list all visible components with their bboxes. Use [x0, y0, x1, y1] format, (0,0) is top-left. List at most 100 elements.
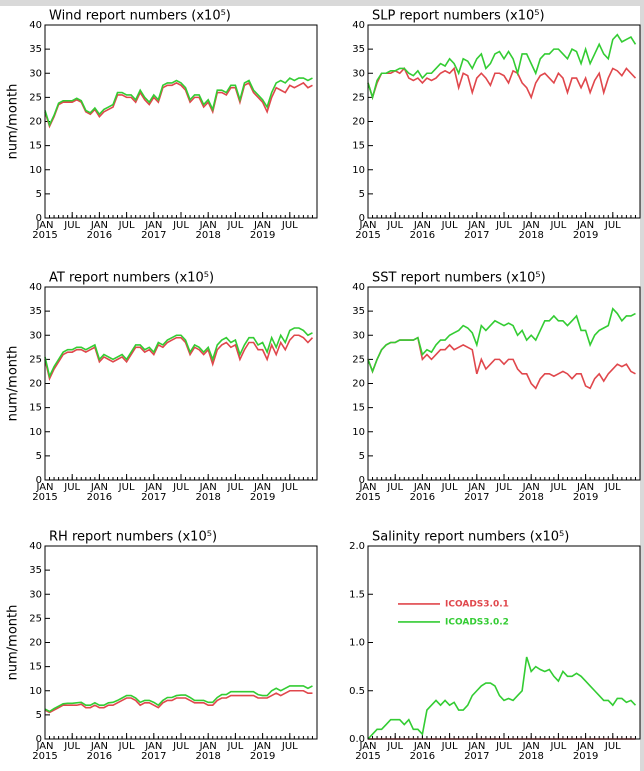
x-tick-label: JUL	[441, 220, 458, 231]
y-tick-label: 30	[29, 330, 42, 341]
x-tick-label: JAN	[144, 741, 162, 752]
x-tick-label: JAN	[576, 482, 594, 493]
x-tick-year: 2018	[518, 751, 543, 762]
x-tick-label: JAN	[522, 220, 540, 231]
x-tick-year: 2018	[195, 751, 220, 762]
y-tick-label: 1.5	[349, 589, 365, 600]
x-tick-label: JAN	[144, 482, 162, 493]
y-tick-label: 2.0	[349, 541, 365, 552]
x-tick-year: 2018	[518, 492, 543, 503]
series-line	[44, 689, 313, 714]
x-tick-year: 2017	[464, 751, 489, 762]
chart-title: Wind report numbers (x10⁵)	[49, 9, 231, 24]
x-tick-year: 2018	[518, 230, 543, 241]
x-tick-label: JAN	[90, 482, 108, 493]
y-axis-label: num/month	[6, 346, 21, 422]
x-tick-label: JUL	[63, 741, 80, 752]
x-tick-label: JUL	[386, 220, 403, 231]
x-tick-label: JAN	[35, 220, 53, 231]
x-tick-label: JAN	[576, 220, 594, 231]
x-tick-label: JAN	[358, 220, 376, 231]
x-tick-label: JAN	[90, 741, 108, 752]
y-tick-label: 35	[29, 44, 42, 55]
y-tick-label: 0	[36, 213, 42, 224]
chart-title: Salinity report numbers (x10⁵)	[372, 530, 569, 545]
plot-frame	[44, 545, 318, 740]
x-tick-year: 2019	[250, 230, 275, 241]
y-tick-label: 0	[359, 475, 365, 486]
x-tick-label: JUL	[281, 741, 298, 752]
y-tick-label: 30	[29, 589, 42, 600]
y-tick-label: 5	[359, 189, 365, 200]
y-tick-label: 5	[359, 451, 365, 462]
x-tick-year: 2015	[355, 751, 380, 762]
x-tick-label: JAN	[467, 220, 485, 231]
series-line	[367, 656, 637, 740]
series-line	[44, 77, 313, 128]
y-tick-label: 35	[352, 44, 365, 55]
legend-label: ICOADS3.0.2	[445, 617, 509, 627]
y-axis-label: num/month	[6, 84, 21, 160]
x-tick-year: 2016	[410, 751, 435, 762]
x-tick-label: JUL	[441, 741, 458, 752]
x-tick-year: 2016	[87, 492, 112, 503]
series-line	[367, 307, 636, 374]
x-tick-year: 2015	[355, 230, 380, 241]
y-tick-label: 10	[29, 165, 42, 176]
legend-label: ICOADS3.0.1	[445, 599, 509, 609]
x-tick-label: JAN	[413, 482, 431, 493]
series-line	[44, 334, 314, 382]
x-tick-label: JAN	[144, 220, 162, 231]
y-tick-label: 1.0	[349, 638, 365, 649]
series-line	[367, 66, 637, 101]
x-tick-label: JAN	[413, 741, 431, 752]
x-tick-year: 2017	[141, 751, 166, 762]
y-axis-label: num/month	[6, 605, 21, 681]
x-tick-year: 2017	[141, 492, 166, 503]
x-tick-label: JAN	[199, 741, 217, 752]
x-tick-label: JUL	[441, 482, 458, 493]
x-tick-label: JUL	[549, 741, 566, 752]
x-tick-label: JUL	[495, 741, 512, 752]
x-tick-year: 2015	[32, 230, 57, 241]
x-tick-year: 2017	[141, 230, 166, 241]
x-tick-year: 2016	[87, 230, 112, 241]
x-tick-label: JUL	[118, 220, 135, 231]
plot-frame	[44, 24, 318, 219]
x-tick-year: 2019	[250, 492, 275, 503]
y-tick-label: 10	[352, 165, 365, 176]
y-tick-label: 10	[29, 686, 42, 697]
chart-title: AT report numbers (x10⁵)	[49, 271, 214, 286]
x-tick-label: JAN	[253, 482, 271, 493]
y-tick-label: 40	[29, 282, 42, 293]
y-tick-label: 20	[29, 638, 42, 649]
x-tick-label: JUL	[386, 482, 403, 493]
y-tick-label: 25	[352, 354, 365, 365]
x-tick-label: JUL	[172, 220, 189, 231]
x-tick-label: JAN	[467, 482, 485, 493]
x-tick-label: JUL	[63, 482, 80, 493]
y-tick-label: 40	[29, 541, 42, 552]
x-tick-label: JUL	[549, 220, 566, 231]
y-tick-label: 15	[29, 662, 42, 673]
x-tick-label: JAN	[522, 741, 540, 752]
y-tick-label: 10	[352, 427, 365, 438]
x-tick-label: JUL	[226, 482, 243, 493]
x-tick-label: JUL	[549, 482, 566, 493]
x-tick-label: JUL	[386, 741, 403, 752]
y-tick-label: 40	[352, 20, 365, 31]
x-tick-year: 2016	[410, 492, 435, 503]
plot-frame	[367, 286, 641, 481]
y-tick-label: 15	[352, 141, 365, 152]
y-tick-label: 5	[36, 710, 42, 721]
x-tick-label: JUL	[604, 220, 621, 231]
y-tick-label: 15	[352, 403, 365, 414]
x-tick-label: JUL	[63, 220, 80, 231]
y-tick-label: 10	[29, 427, 42, 438]
x-tick-label: JUL	[495, 482, 512, 493]
plot-frame	[367, 545, 641, 740]
x-tick-label: JUL	[226, 741, 243, 752]
x-tick-label: JUL	[118, 482, 135, 493]
